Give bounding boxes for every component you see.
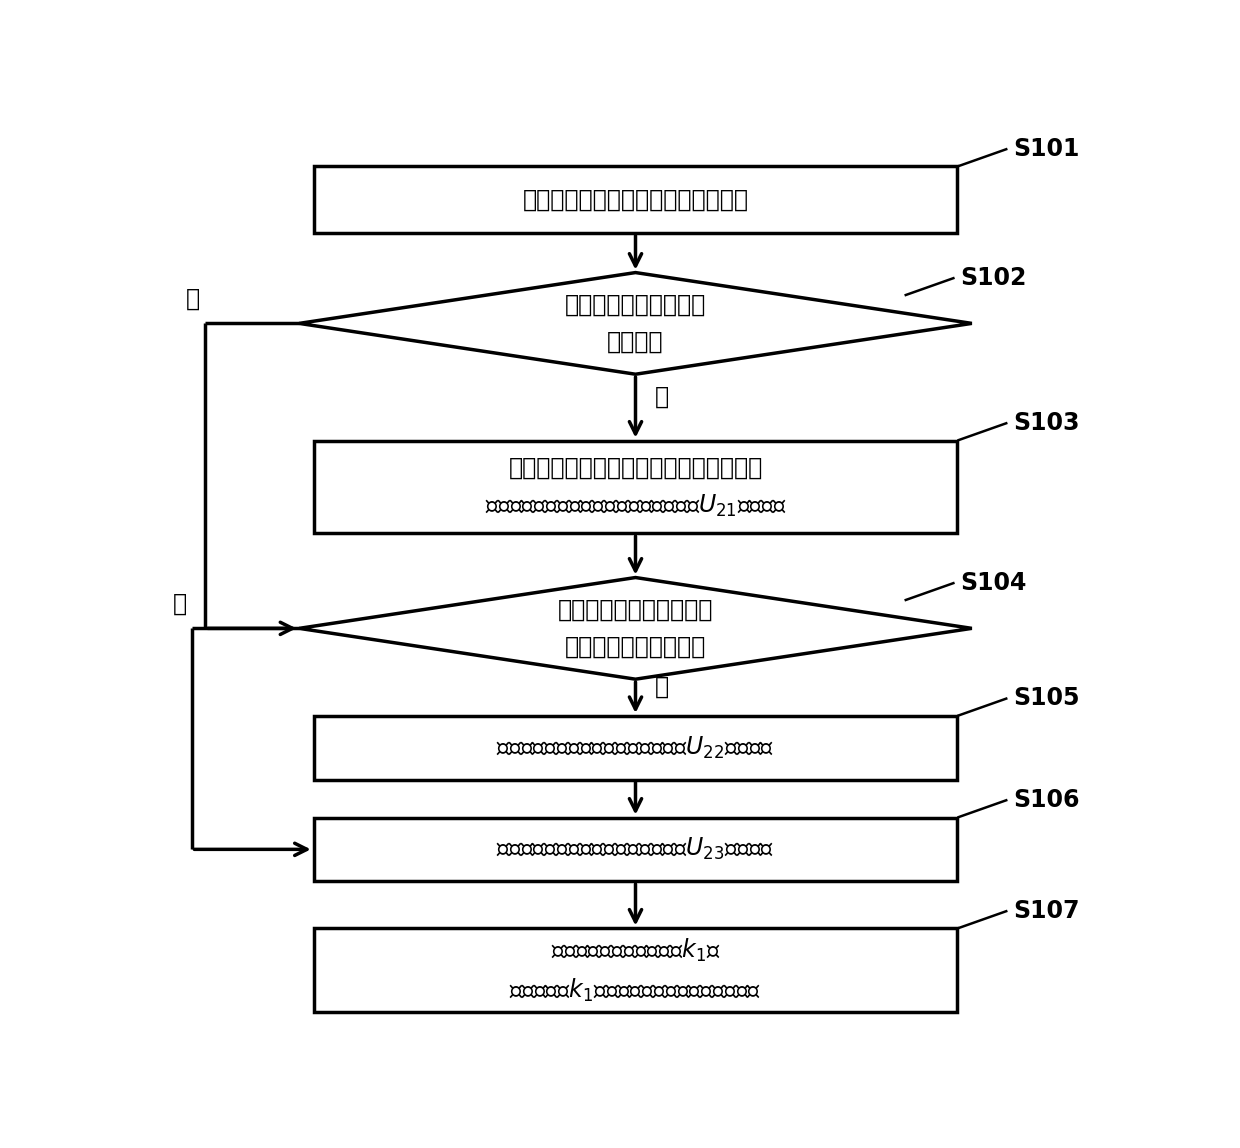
Text: S103: S103 <box>1013 411 1080 435</box>
Text: 主回路受试电缆屏蔽层
是否接地: 主回路受试电缆屏蔽层 是否接地 <box>565 293 706 354</box>
Text: 是: 是 <box>172 591 187 615</box>
Text: 进行辅助测量回路受试电缆的校准试验，
检测辅助测量回路受试电缆芯线对地电压$U_{21}$，并保存: 进行辅助测量回路受试电缆的校准试验， 检测辅助测量回路受试电缆芯线对地电压$U_… <box>485 456 786 519</box>
Text: S102: S102 <box>960 265 1027 289</box>
Text: 否: 否 <box>655 675 668 699</box>
Text: S101: S101 <box>1013 137 1080 161</box>
Text: 确定受试电缆的屏蔽系数$k_1$，
且屏蔽系数$k_1$越小，受试电缆的屏蔽性能越好: 确定受试电缆的屏蔽系数$k_1$， 且屏蔽系数$k_1$越小，受试电缆的屏蔽性能… <box>510 937 761 1004</box>
Text: 检测辅助回路受试电缆芯线对地电压$U_{22}$，并保存: 检测辅助回路受试电缆芯线对地电压$U_{22}$，并保存 <box>496 735 775 761</box>
FancyBboxPatch shape <box>314 929 957 1013</box>
Text: 检测辅助回路受试电缆芯线对地电压$U_{23}$，并保存: 检测辅助回路受试电缆芯线对地电压$U_{23}$，并保存 <box>496 836 775 862</box>
Text: S106: S106 <box>1013 788 1080 812</box>
Text: S107: S107 <box>1013 899 1080 923</box>
Text: 配置受试电缆屏蔽层的接地阻抗回路: 配置受试电缆屏蔽层的接地阻抗回路 <box>522 187 749 211</box>
Text: S105: S105 <box>1013 687 1080 711</box>
FancyBboxPatch shape <box>314 716 957 779</box>
Text: 否: 否 <box>655 385 668 409</box>
Text: 是: 是 <box>186 287 200 311</box>
FancyBboxPatch shape <box>314 441 957 534</box>
Polygon shape <box>299 272 972 374</box>
Polygon shape <box>299 577 972 680</box>
FancyBboxPatch shape <box>314 166 957 233</box>
Text: 辅助回路受试电缆屏蔽层
是否接入接地阻抗回路: 辅助回路受试电缆屏蔽层 是否接入接地阻抗回路 <box>558 598 713 659</box>
Text: S104: S104 <box>960 571 1027 595</box>
FancyBboxPatch shape <box>314 817 957 882</box>
